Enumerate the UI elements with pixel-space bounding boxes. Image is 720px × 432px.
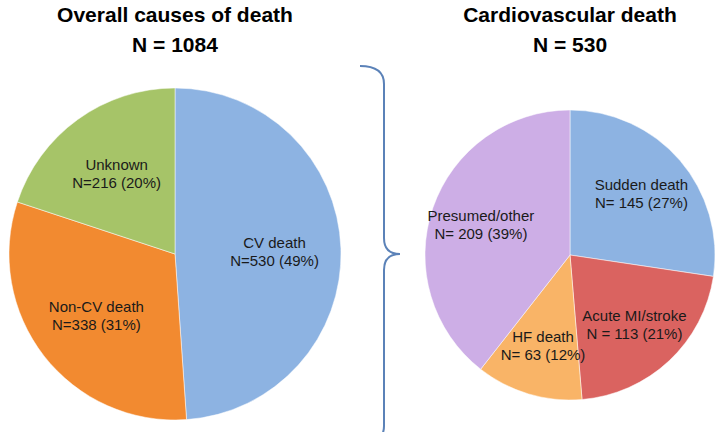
slice-value-label: N=338 (31%) bbox=[52, 316, 141, 333]
pie-slice bbox=[17, 88, 175, 254]
chart-title: Overall causes of death bbox=[57, 3, 293, 26]
pie-chart: Overall causes of deathN = 1084CV deathN… bbox=[9, 3, 341, 420]
slice-category: HF death bbox=[512, 328, 574, 345]
slice-label: CV deathN=530 (49%) bbox=[230, 234, 319, 269]
brace bbox=[360, 66, 400, 432]
slice-value-label: N= 63 (12%) bbox=[501, 346, 586, 363]
slice-label: Acute MI/strokeN = 113 (21%) bbox=[582, 307, 686, 342]
slice-category: Presumed/other bbox=[428, 207, 535, 224]
slice-category: Acute MI/stroke bbox=[582, 307, 686, 324]
slice-value-label: N = 113 (21%) bbox=[586, 325, 682, 342]
slices bbox=[425, 110, 715, 400]
pie-chart: Cardiovascular deathN = 530Sudden deathN… bbox=[425, 3, 715, 400]
pie-slice bbox=[570, 110, 715, 276]
pie-slice bbox=[570, 255, 713, 400]
slice-category: CV death bbox=[243, 234, 306, 251]
slice-category: Sudden death bbox=[595, 176, 688, 193]
slice-label: Non-CV deathN=338 (31%) bbox=[49, 298, 144, 333]
slice-label: HF deathN= 63 (12%) bbox=[501, 328, 586, 363]
slice-category: Unknown bbox=[85, 156, 148, 173]
slice-category: Non-CV death bbox=[49, 298, 144, 315]
slice-value-label: N=216 (20%) bbox=[72, 174, 161, 191]
slice-label: Presumed/otherN= 209 (39%) bbox=[428, 207, 535, 242]
slice-value-label: N= 209 (39%) bbox=[434, 225, 527, 242]
slice-label: UnknownN=216 (20%) bbox=[72, 156, 161, 191]
slice-label: Sudden deathN= 145 (27%) bbox=[595, 176, 688, 211]
slice-labels: CV deathN=530 (49%) Non-CV deathN=338 (31… bbox=[49, 156, 319, 333]
chart-subtitle: N = 1084 bbox=[132, 33, 218, 56]
slice-labels: Sudden deathN= 145 (27%)Acute MI/strokeN… bbox=[428, 176, 689, 363]
chart-title: Cardiovascular death bbox=[463, 3, 677, 26]
chart-subtitle: N = 530 bbox=[533, 33, 607, 56]
slice-value-label: N= 145 (27%) bbox=[595, 194, 688, 211]
slices bbox=[9, 88, 341, 420]
pie-slice bbox=[175, 88, 341, 420]
slice-value-label: N=530 (49%) bbox=[230, 252, 319, 269]
